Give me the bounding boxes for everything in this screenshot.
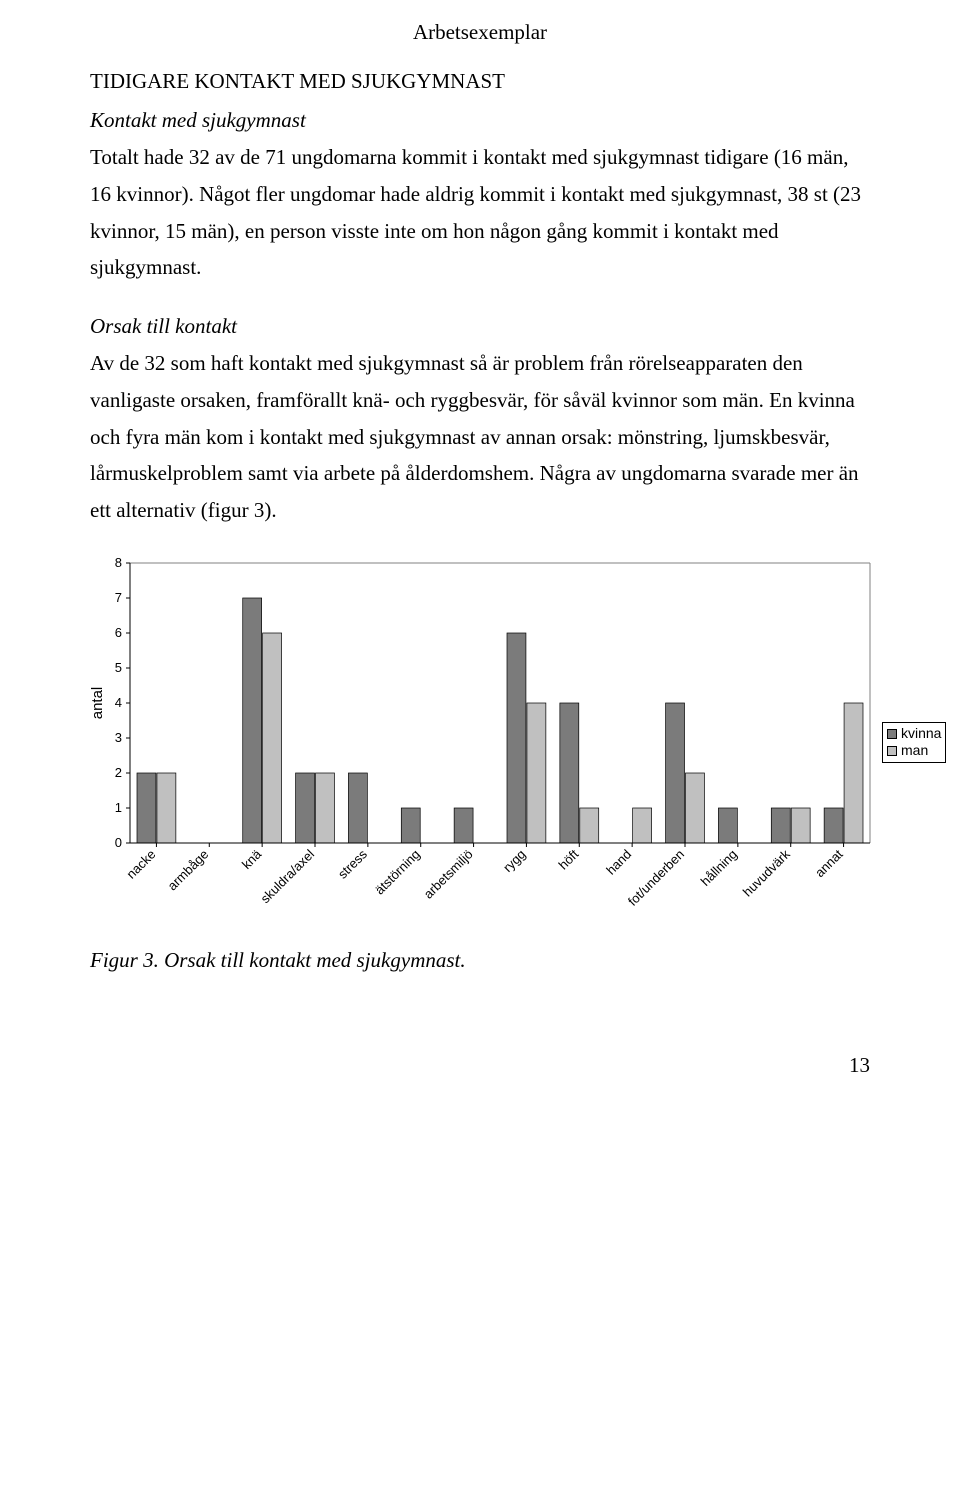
svg-text:skuldra/axel: skuldra/axel: [257, 846, 317, 906]
subheading-contact: Kontakt med sjukgymnast: [90, 108, 870, 133]
svg-text:5: 5: [115, 660, 122, 675]
watermark-label: Arbetsexemplar: [90, 20, 870, 45]
svg-text:huvudvärk: huvudvärk: [740, 846, 793, 899]
chart-legend: kvinna man: [882, 722, 946, 763]
legend-swatch-man: [887, 746, 897, 756]
svg-text:nacke: nacke: [123, 846, 158, 881]
svg-text:hand: hand: [603, 846, 634, 877]
svg-text:hållning: hållning: [698, 846, 740, 888]
paragraph-cause: Av de 32 som haft kontakt med sjukgymnas…: [90, 345, 870, 529]
svg-text:höft: höft: [555, 846, 581, 872]
legend-label-kvinna: kvinna: [901, 725, 941, 743]
section-heading: TIDIGARE KONTAKT MED SJUKGYMNAST: [90, 69, 870, 94]
legend-row-kvinna: kvinna: [887, 725, 941, 743]
svg-text:7: 7: [115, 590, 122, 605]
svg-text:antal: antal: [90, 686, 106, 719]
svg-text:stress: stress: [335, 846, 370, 881]
svg-text:2: 2: [115, 765, 122, 780]
svg-text:8: 8: [115, 557, 122, 570]
legend-swatch-kvinna: [887, 729, 897, 739]
legend-label-man: man: [901, 742, 928, 760]
svg-text:3: 3: [115, 730, 122, 745]
svg-text:armbåge: armbåge: [165, 846, 212, 893]
svg-text:4: 4: [115, 695, 122, 710]
reason-bar-chart: 0 1 2 3 4 5 6 7 8 antal nackearmbåge knäskuldra/axe…: [90, 557, 876, 928]
svg-text:annat: annat: [812, 846, 846, 880]
figure-caption: Figur 3. Orsak till kontakt med sjukgymn…: [90, 948, 870, 973]
svg-text:knä: knä: [239, 846, 265, 872]
subheading-cause: Orsak till kontakt: [90, 314, 870, 339]
svg-text:6: 6: [115, 625, 122, 640]
legend-row-man: man: [887, 742, 941, 760]
svg-text:ätstörning: ätstörning: [372, 846, 423, 897]
svg-text:1: 1: [115, 800, 122, 815]
page-number: 13: [90, 1053, 870, 1078]
svg-text:arbetsmiljö: arbetsmiljö: [421, 846, 476, 901]
paragraph-contact: Totalt hade 32 av de 71 ungdomarna kommi…: [90, 139, 870, 286]
svg-text:0: 0: [115, 835, 122, 850]
svg-text:fot/underben: fot/underben: [625, 846, 687, 908]
svg-text:rygg: rygg: [500, 846, 528, 874]
